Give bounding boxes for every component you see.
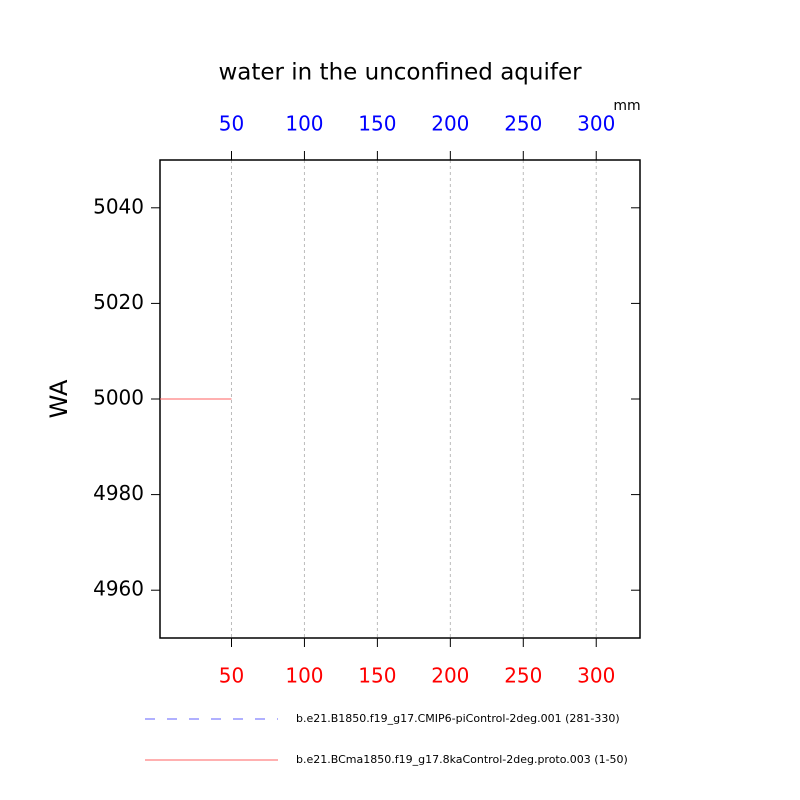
x-tick-label-top: 300 — [577, 112, 615, 136]
x-tick-label-bottom: 150 — [358, 664, 396, 688]
y-tick-label: 5000 — [93, 386, 144, 410]
y-tick-label: 4960 — [93, 577, 144, 601]
x-tick-label-bottom: 200 — [431, 664, 469, 688]
units-label: mm — [613, 98, 640, 114]
x-tick-label-bottom: 250 — [504, 664, 542, 688]
y-tick-label: 5040 — [93, 194, 144, 218]
legend-label: b.e21.B1850.f19_g17.CMIP6-piControl-2deg… — [296, 712, 620, 725]
x-tick-label-bottom: 100 — [285, 664, 323, 688]
x-tick-label-top: 150 — [358, 112, 396, 136]
y-axis-label: WA — [45, 379, 73, 418]
plot-frame — [159, 159, 641, 639]
legend-label: b.e21.BCma1850.f19_g17.8kaControl-2deg.p… — [296, 753, 628, 766]
x-tick-label-bottom: 50 — [219, 664, 244, 688]
x-tick-label-top: 100 — [285, 112, 323, 136]
x-tick-label-top: 250 — [504, 112, 542, 136]
x-tick-label-bottom: 300 — [577, 664, 615, 688]
x-tick-label-top: 50 — [219, 112, 244, 136]
y-tick-label: 5020 — [93, 290, 144, 314]
chart-title: water in the unconfined aquifer — [218, 60, 582, 86]
y-tick-label: 4980 — [93, 481, 144, 505]
x-tick-label-top: 200 — [431, 112, 469, 136]
